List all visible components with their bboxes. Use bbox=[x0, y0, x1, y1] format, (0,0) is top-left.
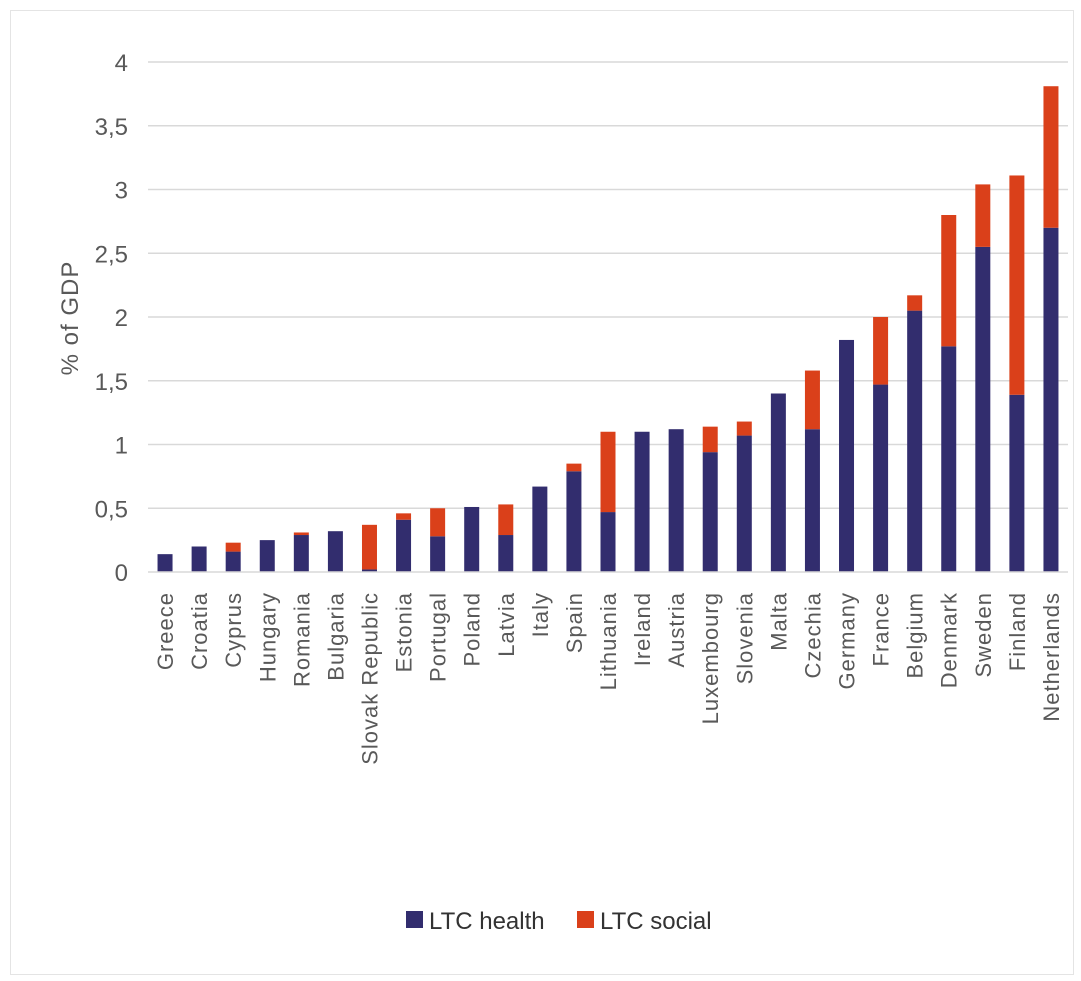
x-category-label: Lithuania bbox=[596, 592, 621, 690]
bar-ltc-health bbox=[259, 540, 275, 572]
x-category-label: Bulgaria bbox=[323, 592, 348, 681]
bar-ltc-health bbox=[566, 471, 582, 572]
bar-ltc-health bbox=[1043, 227, 1059, 572]
x-category-label: Hungary bbox=[255, 592, 280, 682]
bar-ltc-health bbox=[464, 506, 480, 572]
y-tick-label: 3,5 bbox=[95, 114, 128, 141]
y-tick-label: 2,5 bbox=[95, 241, 128, 268]
bar-ltc-health bbox=[498, 535, 514, 572]
x-category-label: Germany bbox=[835, 592, 860, 689]
bar-ltc-social bbox=[975, 184, 991, 247]
bar-ltc-social bbox=[566, 463, 582, 472]
x-axis-category-labels: Greece Croatia Cyprus Hungary Romania Bulgari… bbox=[153, 592, 1064, 765]
bar-ltc-social bbox=[736, 421, 752, 436]
bar-ltc-social bbox=[225, 542, 241, 552]
bar-ltc-social bbox=[1043, 86, 1059, 228]
bar-ltc-social bbox=[361, 524, 377, 570]
x-category-label: Slovak Republic bbox=[357, 592, 382, 765]
x-category-label: Belgium bbox=[903, 592, 928, 678]
x-category-label: Ireland bbox=[630, 592, 655, 666]
y-tick-label: 2 bbox=[115, 305, 128, 332]
bar-ltc-health bbox=[702, 452, 718, 572]
x-category-label: Spain bbox=[562, 592, 587, 653]
x-category-label: Latvia bbox=[494, 592, 519, 657]
bar-ltc-health bbox=[668, 429, 684, 572]
bar-ltc-social bbox=[600, 431, 616, 513]
y-tick-label: 0,5 bbox=[95, 496, 128, 523]
bar-ltc-social bbox=[907, 295, 923, 311]
bar-ltc-health bbox=[191, 546, 207, 572]
x-category-label: Estonia bbox=[392, 592, 417, 672]
bar-ltc-health bbox=[1009, 394, 1025, 572]
bar-ltc-health bbox=[941, 346, 957, 572]
bar-ltc-health bbox=[770, 393, 786, 572]
x-category-label: Poland bbox=[460, 592, 485, 667]
x-category-label: Croatia bbox=[187, 592, 212, 670]
legend: LTC health LTC social bbox=[406, 908, 712, 935]
legend-swatch-ltc-social bbox=[577, 911, 594, 928]
legend-label-ltc-social: LTC social bbox=[600, 908, 712, 935]
bar-ltc-health bbox=[804, 429, 820, 572]
x-category-label: Malta bbox=[766, 592, 791, 651]
bars bbox=[157, 86, 1059, 572]
x-category-label: Italy bbox=[528, 592, 553, 637]
x-category-label: Finland bbox=[1005, 592, 1030, 671]
legend-label-ltc-health: LTC health bbox=[429, 908, 545, 935]
x-category-label: Sweden bbox=[971, 592, 996, 678]
bar-ltc-social bbox=[702, 426, 718, 453]
y-tick-label: 3 bbox=[115, 178, 128, 205]
x-category-label: Romania bbox=[289, 592, 314, 687]
x-category-label: Greece bbox=[153, 592, 178, 670]
x-category-label: Slovenia bbox=[732, 592, 757, 684]
bar-ltc-health bbox=[327, 531, 343, 572]
x-category-label: Luxembourg bbox=[698, 592, 723, 724]
bar-ltc-health bbox=[600, 512, 616, 572]
bar-ltc-health bbox=[396, 519, 412, 572]
bar-ltc-health bbox=[975, 246, 991, 572]
y-tick-label: 0 bbox=[115, 560, 128, 587]
bar-ltc-social bbox=[1009, 175, 1025, 395]
bar-ltc-health bbox=[736, 435, 752, 572]
bar-ltc-health bbox=[293, 535, 309, 572]
y-tick-label: 1 bbox=[115, 433, 128, 460]
bar-ltc-health bbox=[532, 486, 548, 572]
x-category-label: Cyprus bbox=[221, 592, 246, 668]
bar-ltc-health bbox=[873, 384, 889, 572]
legend-swatch-ltc-health bbox=[406, 911, 423, 928]
y-axis-ticks: 0 0,5 1 1,5 2 2,5 3 3,5 4 bbox=[95, 50, 128, 587]
x-category-label: Austria bbox=[664, 592, 689, 667]
bar-ltc-social bbox=[396, 513, 412, 520]
y-tick-label: 1,5 bbox=[95, 369, 128, 396]
bar-ltc-health bbox=[907, 310, 923, 572]
bar-ltc-social bbox=[293, 532, 309, 536]
bar-ltc-health bbox=[634, 431, 650, 572]
bar-ltc-social bbox=[498, 504, 514, 536]
bar-ltc-social bbox=[941, 215, 957, 347]
bar-ltc-social bbox=[873, 317, 889, 385]
bar-ltc-health bbox=[430, 536, 446, 572]
bar-ltc-health bbox=[361, 569, 377, 572]
x-category-label: Netherlands bbox=[1039, 592, 1064, 722]
x-category-label: Denmark bbox=[937, 592, 962, 688]
x-category-label: France bbox=[869, 592, 894, 666]
bar-ltc-health bbox=[157, 554, 173, 572]
bar-ltc-health bbox=[839, 339, 855, 572]
x-category-label: Czechia bbox=[800, 592, 825, 678]
bar-ltc-social bbox=[430, 508, 446, 537]
bar-ltc-health bbox=[225, 551, 241, 572]
bar-ltc-social bbox=[804, 370, 820, 430]
y-tick-label: 4 bbox=[115, 50, 128, 77]
x-category-label: Portugal bbox=[426, 592, 451, 682]
y-axis-title: % of GDP bbox=[57, 261, 84, 376]
